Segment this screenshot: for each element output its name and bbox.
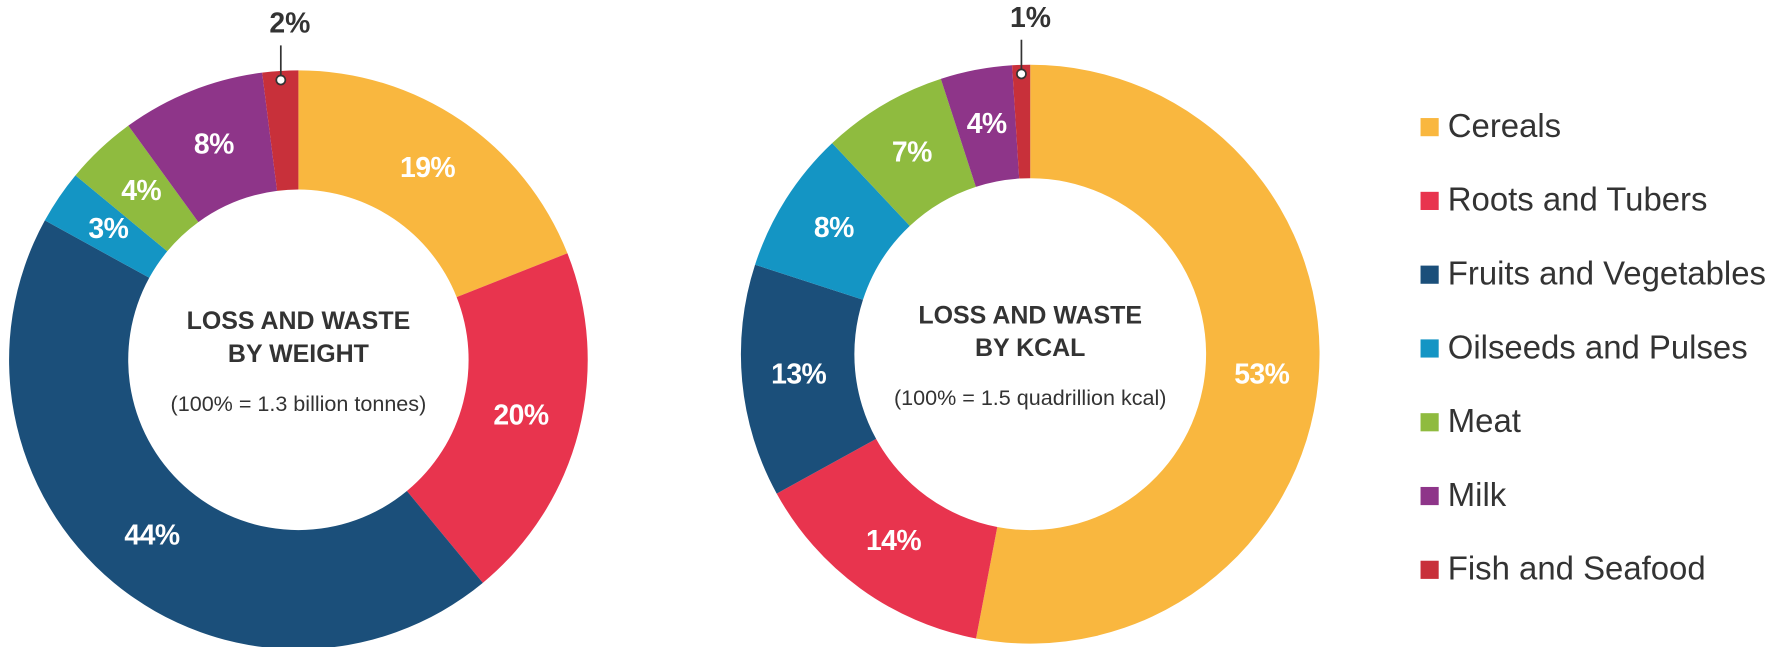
slice [262,70,299,191]
legend-swatch [1420,486,1439,506]
slice [9,220,483,647]
legend-label: Milk [1448,476,1507,513]
value-label: 13% [771,359,826,391]
legend-label: Fish and Seafood [1448,550,1706,587]
value-label: 3% [88,213,128,245]
legend-label: Cereals [1448,107,1561,144]
value-label: 8% [814,212,854,244]
value-label: 7% [892,136,932,168]
value-label: 44% [124,519,179,551]
value-label: 4% [967,108,1007,140]
legend-label: Roots and Tubers [1448,181,1708,218]
value-label: 19% [400,152,455,184]
center-subtitle: (100% = 1.3 billion tonnes) [171,391,427,416]
slice [75,125,199,252]
slice [298,70,568,298]
slice [776,438,998,639]
center-subtitle: (100% = 1.5 quadrillion kcal) [894,385,1166,410]
center-title: BY WEIGHT [228,340,369,368]
slice [940,65,1020,187]
slice [1012,64,1031,179]
legend-label: Fruits and Vegetables [1448,255,1766,292]
legend-swatch [1420,560,1439,579]
legend-swatch [1420,265,1439,284]
value-label: 20% [493,399,548,431]
center-title: LOSS AND WASTE [187,307,411,335]
slice [755,143,910,300]
slice [128,72,278,223]
legend-swatch [1420,118,1439,137]
slice [44,175,168,278]
value-label: 14% [866,525,921,557]
legend-swatch [1420,413,1439,432]
value-label: 53% [1234,359,1289,391]
legend-label: Meat [1448,402,1521,439]
legend-swatch [1420,191,1439,210]
value-label: 4% [121,175,161,207]
slice [740,264,877,494]
leader-dot [275,74,287,86]
slice [406,253,588,583]
value-label: 8% [194,129,234,161]
value-label: 2% [269,7,310,39]
leader-dot [1016,68,1027,80]
center-title: BY KCAL [975,334,1085,362]
legend-label: Oilseeds and Pulses [1448,328,1748,365]
legend-swatch [1420,339,1439,358]
value-label: 1% [1010,2,1051,34]
center-title: LOSS AND WASTE [918,301,1142,329]
slice [976,64,1320,644]
slice [832,78,976,226]
